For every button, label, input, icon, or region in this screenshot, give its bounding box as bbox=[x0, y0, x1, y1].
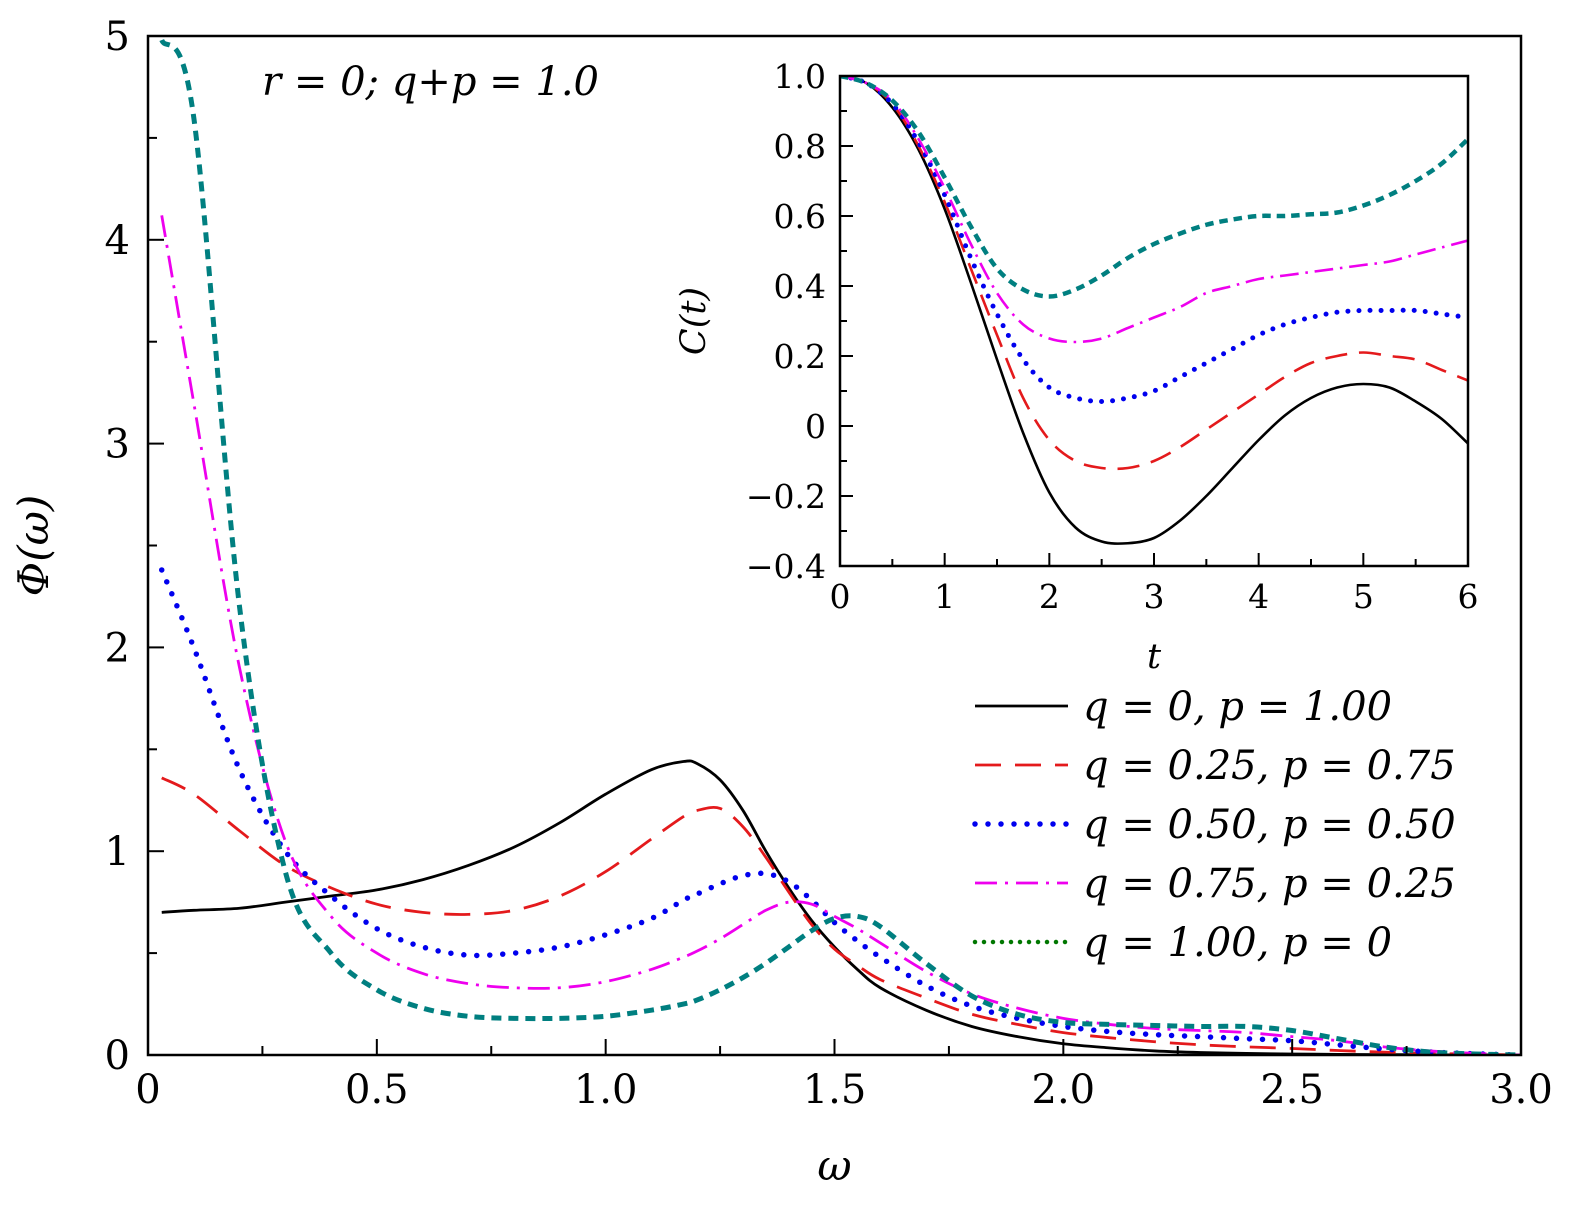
main-y-tick-label: 3 bbox=[105, 422, 130, 468]
main-x-tick-label: 1.0 bbox=[574, 1067, 638, 1113]
main-x-tick-label: 2.5 bbox=[1260, 1067, 1324, 1113]
legend-label-q-1-00-p-0: q = 1.00, p = 0 bbox=[1083, 920, 1392, 966]
annotation-text: r = 0; q+p = 1.0 bbox=[262, 59, 599, 105]
legend-label-q-0-p-1-00: q = 0, p = 1.00 bbox=[1083, 684, 1392, 730]
main-series-q-0-50-p-0-50 bbox=[158, 567, 1521, 1055]
inset-x-tick-label: 0 bbox=[830, 577, 851, 616]
inset-series-q-0-50-p-0-50 bbox=[840, 76, 1468, 404]
inset-y-tick-label: 0.2 bbox=[774, 337, 826, 376]
main-series-q-0-p-1-00 bbox=[161, 759, 1521, 1055]
inset-y-tick-label: 0.8 bbox=[774, 127, 826, 166]
main-y-axis-title: Φ(ω) bbox=[9, 495, 58, 596]
inset-series-q-0-75-p-0-25 bbox=[840, 76, 1468, 344]
main-y-tick-label: 1 bbox=[105, 829, 130, 875]
inset-x-tick-label: 5 bbox=[1353, 577, 1374, 616]
main-plot: 0 0.5 1.0 1.5 2.0 2.5 3.0 0 1 2 3 4 5 ω Φ(ω) r = 0; q+p… bbox=[9, 14, 1553, 1190]
legend: q = 0, p = 1.00 q = 0.25, p = 0.75 q = 0.5… bbox=[972, 684, 1456, 966]
main-x-tick-label: 2.0 bbox=[1032, 1067, 1096, 1113]
inset-y-tick-label: 1.0 bbox=[774, 57, 826, 96]
main-x-tick-label: 0 bbox=[135, 1067, 160, 1113]
main-x-tick-label: 3.0 bbox=[1489, 1067, 1553, 1113]
inset-y-tick-label: 0 bbox=[805, 407, 826, 446]
inset-series-group bbox=[840, 76, 1468, 545]
main-y-tick-label: 5 bbox=[105, 14, 130, 60]
inset-y-tick-label: 0.4 bbox=[774, 267, 826, 306]
inset-x-tick-label: 3 bbox=[1144, 577, 1165, 616]
main-x-tick-label: 0.5 bbox=[345, 1067, 409, 1113]
inset-x-tick-label: 2 bbox=[1039, 577, 1060, 616]
main-series-group bbox=[158, 38, 1521, 1055]
main-y-tick-label: 2 bbox=[105, 625, 130, 671]
inset-x-axis-title: t bbox=[1147, 637, 1162, 677]
inset-series-q-1-00-p-0 bbox=[840, 76, 1468, 299]
inset-y-tick-label: −0.2 bbox=[746, 477, 826, 516]
main-series-q-0-25-p-0-75 bbox=[161, 776, 1521, 1055]
main-y-tick-label: 4 bbox=[105, 218, 130, 264]
inset-y-tick-label: 0.6 bbox=[774, 197, 826, 236]
legend-label-q-0-50-p-0-50: q = 0.50, p = 0.50 bbox=[1083, 802, 1456, 848]
inset-x-tick-label: 4 bbox=[1248, 577, 1269, 616]
legend-label-q-0-25-p-0-75: q = 0.25, p = 0.75 bbox=[1083, 743, 1456, 789]
inset-y-axis-title: C(t) bbox=[674, 287, 714, 355]
inset-series-q-0-25-p-0-75 bbox=[840, 76, 1468, 471]
main-series-q-0-75-p-0-25 bbox=[160, 215, 1521, 1055]
inset-plot: 0 1 2 3 4 5 6 −0.4 −0.2 0 0.2 0.4 0.6 0.8 1.0 t C(t) bbox=[674, 56, 1488, 677]
inset-x-tick-label: 1 bbox=[934, 577, 955, 616]
main-x-tick-label: 1.5 bbox=[803, 1067, 867, 1113]
main-x-axis-title: ω bbox=[817, 1141, 851, 1190]
inset-series-q-0-p-1-00 bbox=[840, 76, 1468, 545]
main-y-tick-label: 0 bbox=[105, 1033, 130, 1079]
legend-label-q-0-75-p-0-25: q = 0.75, p = 0.25 bbox=[1083, 861, 1456, 907]
inset-x-tick-label: 6 bbox=[1458, 577, 1479, 616]
inset-y-tick-label: −0.4 bbox=[746, 547, 826, 586]
